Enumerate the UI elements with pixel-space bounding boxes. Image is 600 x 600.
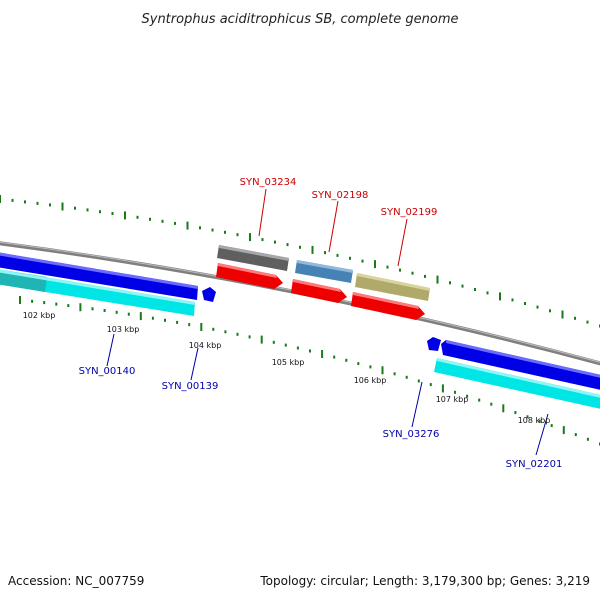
feature-small-arrow-left[interactable] [202, 287, 216, 302]
position-label: 104 kbp [189, 341, 222, 350]
feature-small-arrow-right[interactable] [427, 337, 441, 351]
position-label: 103 kbp [107, 325, 140, 334]
feature-steelblue[interactable] [295, 260, 353, 283]
feature-left-blue[interactable] [0, 251, 198, 300]
feature-right-blue[interactable] [441, 340, 600, 392]
inner-tick-ring [19, 296, 600, 446]
feature-left-cyan[interactable] [0, 268, 195, 316]
map-title: Syntrophus aciditrophicus SB, complete g… [142, 12, 459, 27]
gene-label-syn-00140[interactable]: SYN_00140 [79, 366, 136, 377]
genome-backbone-highlight [0, 241, 600, 363]
position-label: 105 kbp [272, 358, 305, 367]
outer-tick-ring [0, 195, 600, 328]
gene-label-syn-02199[interactable]: SYN_02199 [381, 207, 438, 218]
feature-gray[interactable] [217, 245, 289, 271]
gene-label-syn-02201[interactable]: SYN_02201 [506, 459, 563, 470]
feature-red-2[interactable] [291, 279, 347, 303]
label-connectors [106, 188, 549, 456]
gene-label-syn-02198[interactable]: SYN_02198 [312, 190, 369, 201]
accession-text: Accession: NC_007759 [8, 574, 145, 588]
feature-right-cyan[interactable] [434, 358, 600, 411]
feature-red-3[interactable] [351, 292, 425, 320]
position-labels: 102 kbp 103 kbp 104 kbp 105 kbp 106 kbp 107 k… [23, 311, 551, 425]
feature-khaki[interactable] [355, 273, 430, 301]
gene-labels: SYN_03234 SYN_02198 SYN_02199 SYN_00140 SYN_… [79, 177, 563, 470]
feature-red-1[interactable] [216, 263, 283, 289]
gene-label-syn-00139[interactable]: SYN_00139 [162, 381, 219, 392]
position-label: 106 kbp [354, 376, 387, 385]
position-label: 107 kbp [436, 395, 469, 404]
genome-summary-text: Topology: circular; Length: 3,179,300 bp… [260, 574, 590, 588]
position-label: 102 kbp [23, 311, 56, 320]
gene-label-syn-03234[interactable]: SYN_03234 [240, 177, 297, 188]
position-label: 108 kbp [518, 416, 551, 425]
gene-label-syn-03276[interactable]: SYN_03276 [383, 429, 440, 440]
